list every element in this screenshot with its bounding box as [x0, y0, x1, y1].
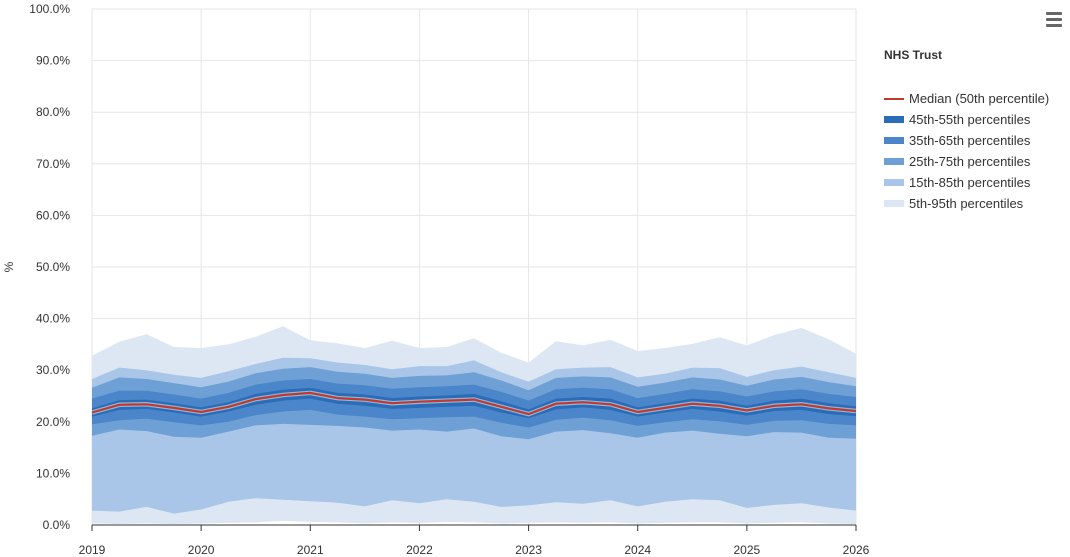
legend-band-swatch — [884, 116, 904, 123]
x-tick-label: 2023 — [515, 543, 542, 557]
legend-item[interactable]: 5th-95th percentiles — [884, 193, 1068, 214]
median-line — [91, 391, 857, 416]
y-tick-label: 80.0% — [36, 105, 70, 119]
y-tick-label: 60.0% — [36, 208, 70, 222]
legend-item[interactable]: 25th-75th percentiles — [884, 151, 1068, 172]
y-tick-label: 70.0% — [36, 157, 70, 171]
legend-item[interactable]: 15th-85th percentiles — [884, 172, 1068, 193]
hamburger-menu-icon[interactable] — [1044, 9, 1066, 29]
legend-band-swatch — [884, 200, 904, 207]
x-tick-label: 2020 — [188, 543, 215, 557]
legend-band-swatch — [884, 137, 904, 144]
legend-label: Median (50th percentile) — [909, 91, 1050, 106]
legend-item[interactable]: Median (50th percentile) — [884, 88, 1068, 109]
x-tick-label: 2019 — [79, 543, 106, 557]
legend-line-swatch — [884, 97, 904, 100]
median-line-layer — [91, 390, 857, 417]
legend-items: Median (50th percentile) 45th-55th percen… — [884, 88, 1068, 214]
axes: 0.0% 10.0% 20.0% 30.0% 40.0% 50.0% 60.0% 70.0% 8… — [29, 2, 869, 557]
y-tick-label: 90.0% — [36, 54, 70, 68]
y-axis-label: % — [2, 261, 16, 272]
y-tick-label: 0.0% — [43, 518, 71, 532]
legend-band-swatch — [884, 179, 904, 186]
x-tick-label: 2021 — [297, 543, 324, 557]
legend-label: 45th-55th percentiles — [909, 112, 1031, 127]
legend-item[interactable]: 45th-55th percentiles — [884, 109, 1068, 130]
legend-item[interactable]: 35th-65th percentiles — [884, 130, 1068, 151]
y-tick-label: 30.0% — [36, 363, 70, 377]
y-tick-label: 10.0% — [36, 466, 70, 480]
legend-label: 15th-85th percentiles — [909, 175, 1031, 190]
y-tick-label: 50.0% — [36, 260, 70, 274]
x-tick-label: 2022 — [406, 543, 433, 557]
percentile-bands — [92, 326, 856, 524]
x-tick-label: 2024 — [624, 543, 651, 557]
x-tick-label: 2025 — [734, 543, 761, 557]
legend: NHS Trust Median (50th percentile) 45th-5… — [884, 48, 1068, 214]
legend-label: 5th-95th percentiles — [909, 196, 1024, 211]
y-tick-label: 100.0% — [29, 2, 70, 16]
legend-label: 35th-65th percentiles — [909, 133, 1031, 148]
y-tick-label: 20.0% — [36, 415, 70, 429]
y-tick-label: 40.0% — [36, 312, 70, 326]
legend-band-swatch — [884, 158, 904, 165]
legend-label: 25th-75th percentiles — [909, 154, 1031, 169]
x-tick-label: 2026 — [843, 543, 870, 557]
legend-title: NHS Trust — [884, 48, 943, 62]
